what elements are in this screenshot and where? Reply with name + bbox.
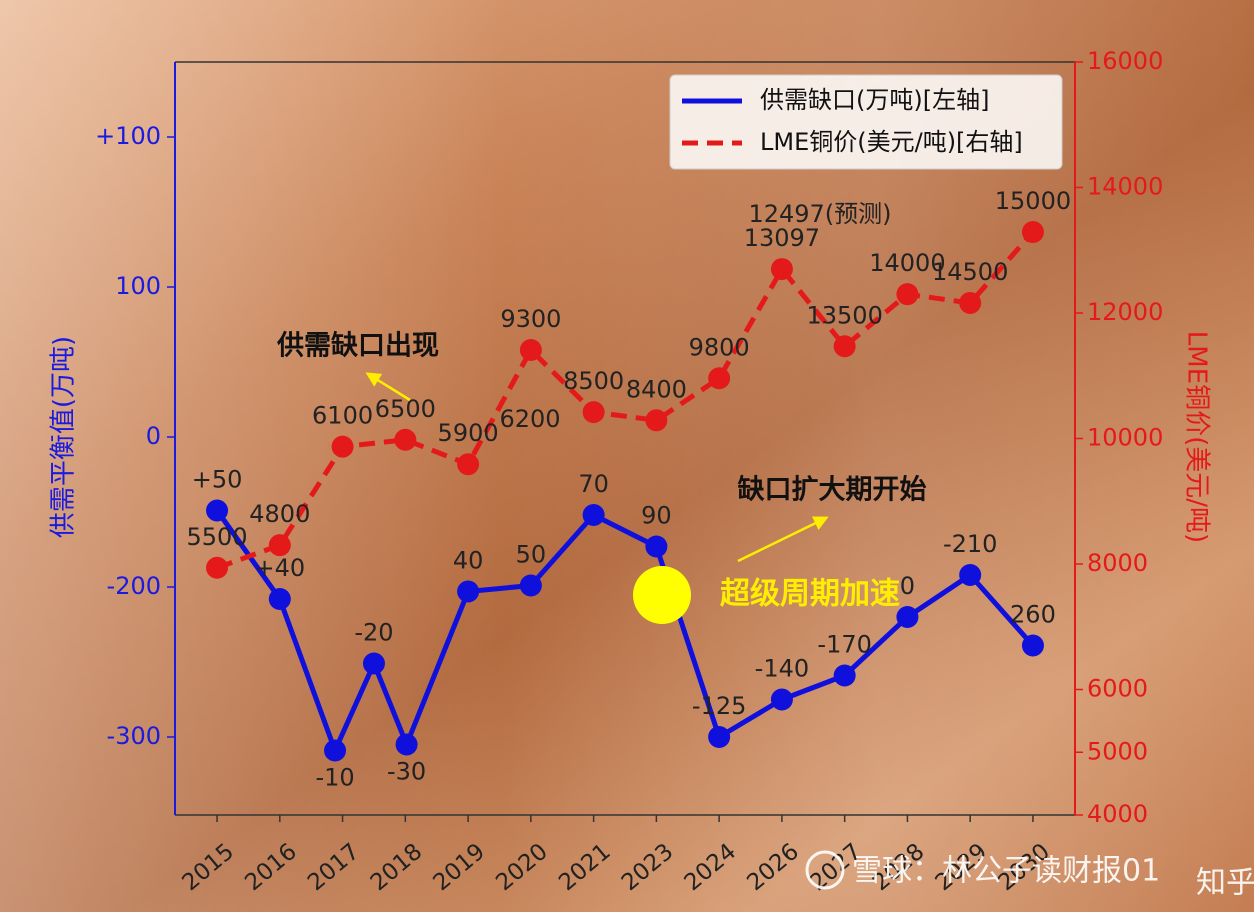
y-tick-label: 0 bbox=[146, 422, 161, 450]
point bbox=[519, 339, 542, 362]
point bbox=[206, 499, 229, 522]
annotation-arrow bbox=[365, 372, 411, 402]
annotation: 缺口扩大期开始 bbox=[738, 474, 927, 506]
point bbox=[582, 504, 605, 526]
y2-axis-label: LME铜价(美元/吨) bbox=[1182, 331, 1212, 543]
point-label: -125 bbox=[692, 692, 746, 720]
annotation: 6200 bbox=[499, 405, 560, 433]
point bbox=[457, 580, 480, 603]
point-label: 15000 bbox=[995, 187, 1071, 215]
point-label: 70 bbox=[578, 470, 609, 498]
point bbox=[519, 574, 542, 597]
point bbox=[896, 283, 919, 306]
point-label: 6500 bbox=[375, 395, 436, 423]
point-label: 9800 bbox=[689, 333, 750, 361]
point-label: 40 bbox=[453, 547, 484, 575]
annotation: 12497(预测) bbox=[748, 200, 891, 228]
watermark-logo bbox=[805, 850, 845, 890]
point-label: 6100 bbox=[312, 402, 373, 430]
point bbox=[833, 335, 856, 358]
point bbox=[394, 428, 417, 451]
annotation: 供需缺口出现 bbox=[276, 331, 439, 362]
highlight-dot bbox=[633, 566, 691, 624]
point bbox=[708, 367, 731, 390]
point-label: -170 bbox=[817, 631, 871, 659]
watermark: 雪球：林公子读财报01 知乎 bbox=[805, 850, 1254, 901]
point bbox=[833, 664, 856, 687]
point-label: -20 bbox=[354, 619, 393, 647]
point bbox=[582, 401, 605, 424]
legend-label: LME铜价(美元/吨)[右轴] bbox=[760, 128, 1023, 156]
point-label: 13500 bbox=[806, 301, 882, 329]
y2-tick-label: 5000 bbox=[1087, 737, 1148, 765]
point bbox=[1021, 221, 1044, 244]
y2-tick-label: 8000 bbox=[1087, 549, 1148, 577]
point-label: 50 bbox=[516, 541, 547, 569]
point-label: 9300 bbox=[500, 305, 561, 333]
y2-tick-label: 12000 bbox=[1087, 298, 1163, 326]
point-label: 14000 bbox=[869, 249, 945, 277]
point bbox=[959, 291, 982, 314]
point bbox=[1021, 634, 1044, 657]
legend-box bbox=[669, 74, 1063, 170]
point bbox=[206, 556, 229, 579]
point-label: -210 bbox=[943, 530, 997, 558]
point-label: -10 bbox=[315, 764, 354, 792]
point-label: 14500 bbox=[932, 258, 1008, 286]
point bbox=[645, 409, 668, 432]
point bbox=[362, 652, 385, 675]
y-tick-label: -300 bbox=[107, 722, 161, 750]
annotation-arrow bbox=[737, 516, 829, 563]
point bbox=[324, 739, 347, 762]
y2-tick-label: 4000 bbox=[1087, 800, 1148, 828]
point-label: 4800 bbox=[249, 500, 310, 528]
point-label: 5500 bbox=[187, 523, 248, 551]
point bbox=[395, 733, 418, 756]
point-label: 8500 bbox=[563, 367, 624, 395]
point bbox=[645, 535, 668, 558]
watermark-source: 知乎 bbox=[1196, 866, 1254, 901]
y2-tick-label: 6000 bbox=[1087, 675, 1148, 703]
legend-label: 供需缺口(万吨)[左轴] bbox=[760, 86, 989, 114]
point-label: 90 bbox=[641, 502, 672, 530]
y2-tick-label: 14000 bbox=[1087, 173, 1163, 201]
watermark-text: 雪球：林公子读财报01 bbox=[852, 854, 1160, 889]
point-label: 0 bbox=[900, 572, 915, 600]
point bbox=[457, 453, 480, 476]
y-tick-label: 100 bbox=[115, 272, 161, 300]
point-label: +50 bbox=[192, 466, 243, 494]
point-label: +40 bbox=[254, 554, 305, 582]
point bbox=[268, 588, 291, 610]
point-label: 5900 bbox=[438, 419, 499, 447]
y-axis-label: 供需平衡值(万吨) bbox=[49, 336, 79, 538]
point bbox=[770, 258, 793, 281]
point-label: 13097 bbox=[744, 224, 820, 252]
point bbox=[959, 564, 982, 586]
point-label: 260 bbox=[1010, 601, 1056, 629]
point-label: 8400 bbox=[626, 375, 687, 403]
point-label: -140 bbox=[755, 655, 809, 683]
point-label: -30 bbox=[387, 758, 426, 786]
y-tick-label: +100 bbox=[95, 122, 161, 150]
annotation: 超级周期加速 bbox=[720, 577, 900, 612]
point bbox=[770, 688, 793, 711]
y-tick-label: -200 bbox=[107, 572, 161, 600]
y2-tick-label: 10000 bbox=[1087, 424, 1163, 452]
point bbox=[708, 726, 731, 748]
point bbox=[331, 435, 354, 458]
series-line bbox=[216, 230, 1035, 571]
point bbox=[268, 534, 291, 557]
point bbox=[896, 606, 919, 628]
y2-tick-label: 16000 bbox=[1087, 47, 1163, 75]
legend: 供需缺口(万吨)[左轴] LME铜价(美元/吨)[右轴] bbox=[669, 74, 1063, 170]
